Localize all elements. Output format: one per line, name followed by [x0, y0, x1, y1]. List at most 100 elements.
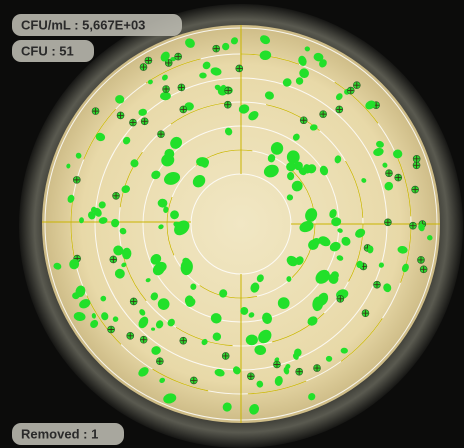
colony [256, 274, 264, 283]
colony [98, 217, 108, 224]
colony-marker [353, 82, 360, 89]
colony [164, 171, 181, 185]
colony [256, 380, 264, 388]
colony [393, 149, 403, 159]
colony [170, 210, 179, 220]
colony [262, 312, 273, 324]
colony [335, 93, 343, 101]
colony [185, 297, 196, 308]
colony [286, 150, 300, 164]
colony [313, 52, 324, 62]
colony [151, 327, 156, 331]
colony [79, 217, 84, 224]
colony [100, 295, 107, 302]
colony [163, 206, 169, 213]
colony-marker [127, 332, 134, 339]
colony [170, 136, 183, 149]
colony [309, 124, 318, 131]
colony [139, 309, 146, 316]
colony [263, 164, 279, 178]
colony [66, 163, 71, 169]
colony [248, 111, 259, 121]
colonies [53, 35, 433, 415]
colony-marker [141, 118, 148, 125]
colony-marker [180, 337, 187, 344]
colony [336, 255, 344, 261]
colony-marker [225, 87, 232, 94]
colony [138, 108, 147, 116]
colony [298, 55, 307, 66]
colony [286, 255, 298, 267]
colony [115, 95, 125, 104]
colony [53, 262, 62, 270]
colony [331, 217, 342, 227]
colony [75, 152, 82, 159]
colony [270, 142, 284, 155]
colony [152, 263, 165, 276]
colony [214, 84, 222, 91]
colony [317, 292, 329, 306]
colony [150, 254, 162, 265]
colony [384, 181, 394, 191]
colony-marker [110, 256, 117, 263]
colony [245, 334, 258, 346]
sector-arc [166, 149, 316, 299]
colony [307, 316, 318, 326]
colony-marker [165, 59, 172, 66]
colony [287, 172, 295, 181]
colony [232, 366, 241, 375]
colony [286, 276, 292, 282]
colony [214, 368, 225, 377]
colony [147, 79, 153, 85]
colony [282, 78, 292, 87]
colony [319, 59, 327, 68]
colony [192, 174, 206, 188]
colony [111, 218, 120, 228]
colony [376, 140, 384, 148]
colony-marker [140, 336, 147, 343]
colony [201, 338, 208, 346]
colony [112, 316, 119, 322]
colony [418, 223, 425, 232]
cfu-badge [12, 40, 94, 62]
colony [299, 68, 309, 79]
colony [258, 329, 272, 344]
colony [308, 393, 316, 401]
colony [222, 42, 230, 51]
colony [201, 159, 209, 168]
colony [319, 165, 329, 176]
colony [93, 207, 102, 217]
colony [130, 159, 139, 168]
colony [250, 282, 260, 293]
colony-marker [236, 65, 243, 72]
colony [383, 283, 392, 293]
colony [230, 37, 239, 45]
colony-marker [384, 219, 391, 226]
colony-marker [108, 326, 115, 333]
colony [167, 318, 175, 327]
colony [138, 367, 149, 377]
colony-marker [347, 87, 354, 94]
colony [72, 292, 80, 300]
colony [355, 228, 366, 238]
colony-marker [395, 174, 402, 181]
colony [138, 316, 149, 329]
colony [122, 247, 132, 260]
colony [145, 278, 151, 283]
colony [304, 46, 311, 52]
colony [254, 345, 267, 356]
colony-marker [190, 377, 197, 384]
colony [157, 198, 168, 208]
colony-marker [420, 266, 427, 273]
colony-marker [163, 86, 170, 93]
colony [73, 312, 86, 322]
colony [101, 312, 109, 321]
colony [121, 262, 127, 268]
colony [367, 245, 374, 254]
colony-marker [113, 192, 120, 199]
colony [210, 313, 222, 324]
colony-marker [320, 111, 327, 118]
colony [199, 72, 207, 79]
